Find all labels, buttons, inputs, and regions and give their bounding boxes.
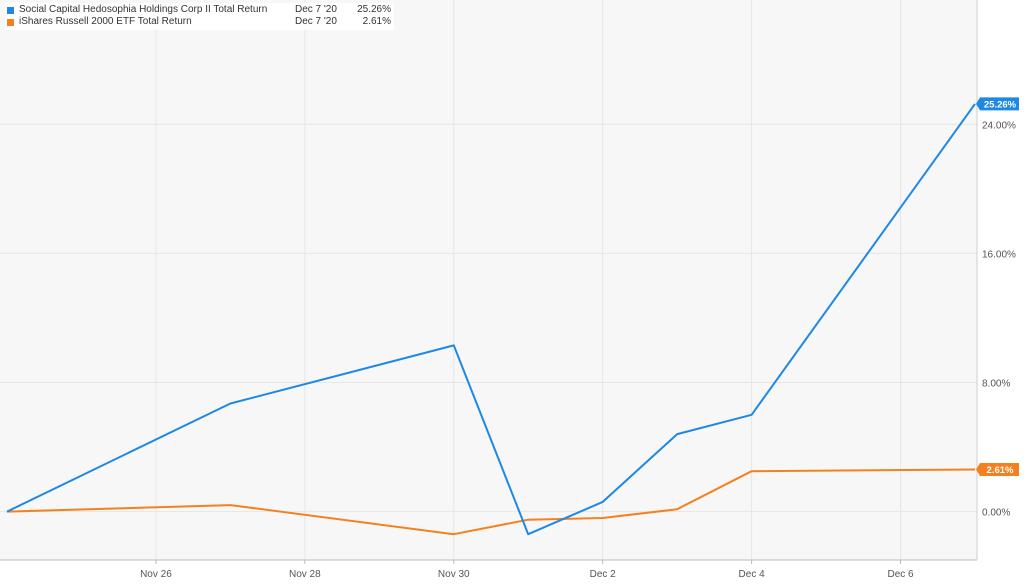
legend-entry-scoh[interactable]: Social Capital Hedosophia Holdings Corp … [7, 4, 391, 16]
plot-area [0, 0, 977, 560]
x-tick-label: Nov 26 [140, 569, 172, 580]
legend-swatch-scoh [7, 6, 14, 14]
series-line [6, 103, 976, 536]
y-tick-label: 8.00% [982, 378, 1010, 389]
x-tick-label: Dec 6 [887, 569, 914, 580]
legend: Social Capital Hedosophia Holdings Corp … [5, 3, 394, 30]
legend-value: 25.26% [357, 4, 391, 15]
x-tick-label: Dec 2 [590, 569, 617, 580]
end-value-label: 2.61% [987, 465, 1014, 476]
y-tick-label: 16.00% [982, 249, 1016, 260]
end-value-badge [976, 462, 1019, 476]
end-value-label: 25.26% [984, 99, 1017, 110]
legend-series-name: iShares Russell 2000 ETF Total Return [19, 16, 192, 27]
end-value-badge [976, 97, 1019, 111]
x-tick-label: Dec 4 [739, 569, 766, 580]
legend-date: Dec 7 '20 [295, 4, 337, 15]
legend-swatch-iwm [7, 18, 14, 26]
legend-entry-iwm[interactable]: iShares Russell 2000 ETF Total Return De… [7, 16, 391, 28]
y-tick-label: 24.00% [982, 120, 1016, 131]
y-tick-label: 0.00% [982, 508, 1010, 519]
legend-value: 2.61% [362, 16, 391, 27]
grid [0, 0, 977, 560]
x-tick-label: Nov 28 [289, 569, 321, 580]
legend-series-name: Social Capital Hedosophia Holdings Corp … [19, 4, 268, 15]
x-tick-label: Nov 30 [438, 569, 470, 580]
end-labels: 25.26% 2.61% [976, 97, 1019, 476]
legend-date: Dec 7 '20 [295, 16, 337, 27]
series-lines [6, 103, 976, 536]
